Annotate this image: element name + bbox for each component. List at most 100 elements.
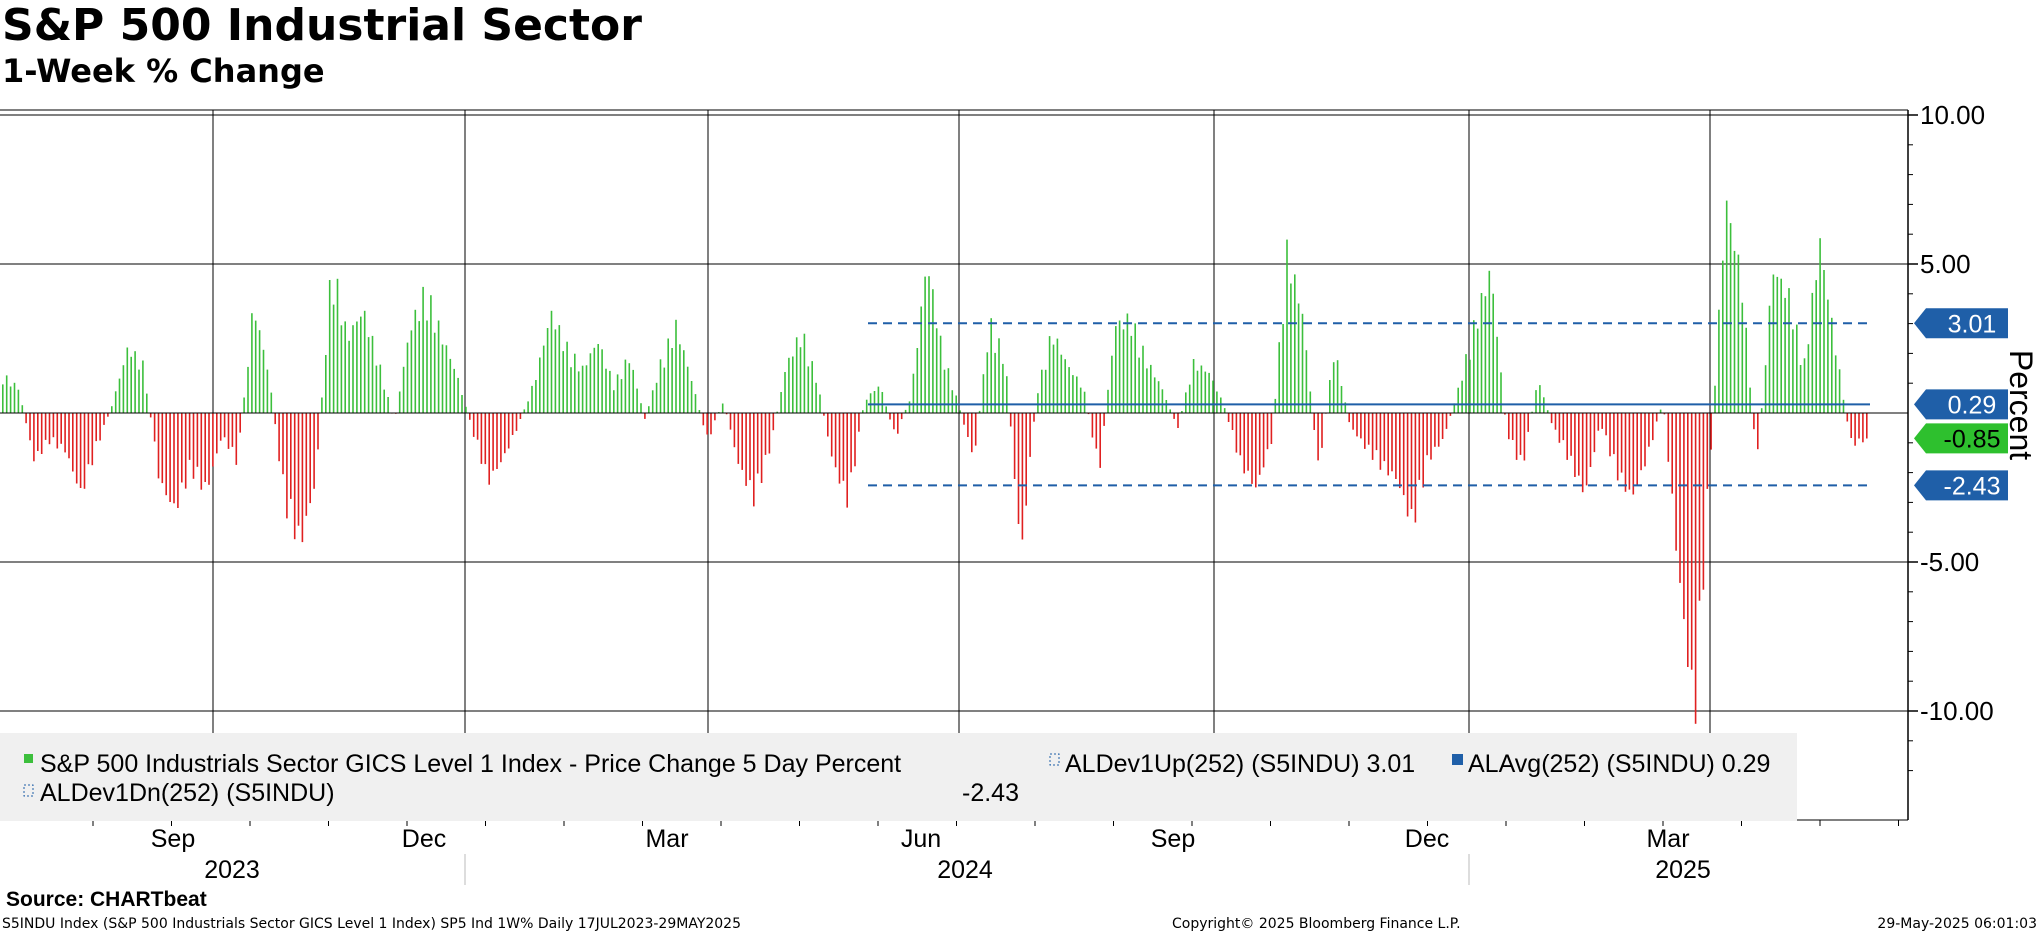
bar bbox=[266, 369, 269, 413]
legend-avg-swatch bbox=[1452, 754, 1463, 765]
bar bbox=[1714, 385, 1716, 413]
bar bbox=[1480, 293, 1483, 413]
bar bbox=[1033, 413, 1035, 422]
bar bbox=[336, 278, 339, 413]
bar bbox=[1827, 299, 1829, 413]
bar bbox=[1076, 376, 1078, 413]
bar bbox=[344, 321, 346, 413]
bar bbox=[251, 313, 253, 413]
bar bbox=[593, 347, 596, 413]
bar bbox=[1511, 413, 1514, 440]
bar bbox=[492, 413, 494, 471]
bar bbox=[1862, 413, 1864, 443]
x-year-label: 2025 bbox=[1655, 856, 1711, 884]
bar bbox=[507, 413, 510, 449]
bar bbox=[1819, 238, 1821, 413]
bar bbox=[1834, 355, 1837, 413]
bar bbox=[885, 406, 887, 413]
bar bbox=[363, 310, 366, 413]
bar bbox=[858, 413, 860, 432]
bar bbox=[667, 338, 669, 413]
bar bbox=[1605, 413, 1607, 436]
bar bbox=[710, 413, 712, 435]
bar bbox=[585, 365, 588, 413]
bar bbox=[900, 413, 903, 420]
bar bbox=[1687, 413, 1689, 667]
bar bbox=[1099, 413, 1101, 468]
bar bbox=[83, 413, 86, 489]
bar bbox=[1504, 413, 1506, 415]
bar bbox=[79, 413, 82, 488]
y-tick-label: -10.00 bbox=[1920, 696, 1994, 726]
bar bbox=[348, 340, 350, 413]
bar bbox=[1056, 338, 1059, 413]
bar bbox=[1815, 280, 1817, 413]
bar bbox=[476, 413, 479, 440]
bar bbox=[375, 365, 378, 413]
bar bbox=[1150, 364, 1152, 413]
y-tick-label: 5.00 bbox=[1920, 249, 1971, 279]
bar bbox=[1667, 413, 1670, 462]
bar bbox=[1297, 303, 1300, 413]
bar bbox=[118, 378, 121, 413]
last-value-tag-text: -0.85 bbox=[1944, 425, 2001, 453]
bar bbox=[1683, 413, 1685, 620]
bar bbox=[511, 413, 514, 435]
bar bbox=[686, 366, 689, 413]
bar bbox=[1157, 381, 1160, 413]
bar bbox=[1527, 413, 1529, 432]
bar bbox=[1255, 413, 1257, 488]
bar bbox=[1558, 413, 1561, 443]
bar bbox=[1274, 398, 1277, 413]
bar bbox=[1142, 345, 1144, 413]
bar bbox=[317, 413, 319, 450]
bar bbox=[1799, 365, 1802, 413]
reference-lines-layer bbox=[0, 322, 1908, 487]
bar bbox=[1441, 413, 1444, 439]
bar bbox=[1367, 413, 1370, 445]
bar bbox=[947, 368, 950, 413]
bar bbox=[1037, 393, 1039, 413]
bar bbox=[1223, 408, 1226, 413]
bar bbox=[297, 413, 300, 526]
bar bbox=[651, 390, 654, 413]
bar bbox=[1473, 320, 1475, 413]
bar bbox=[644, 413, 646, 419]
bar bbox=[356, 321, 358, 413]
bar bbox=[1134, 323, 1136, 413]
bar bbox=[371, 335, 374, 413]
bar bbox=[795, 337, 798, 413]
bar bbox=[37, 413, 39, 451]
bar bbox=[449, 358, 452, 413]
bar bbox=[472, 413, 475, 437]
bar bbox=[1379, 413, 1382, 470]
timestamp: 29-May-2025 06:01:03 bbox=[1877, 916, 2037, 932]
bar bbox=[531, 385, 533, 413]
axis-layer: 10.00 5.00 -5.00 -10.00 Percent Sep Dec Mar Jun S… bbox=[0, 100, 2039, 885]
bar bbox=[1519, 413, 1522, 455]
bar bbox=[714, 413, 716, 421]
bar bbox=[457, 377, 459, 413]
bar bbox=[1488, 270, 1491, 413]
bar bbox=[325, 355, 327, 413]
bar bbox=[422, 286, 424, 413]
bar bbox=[223, 413, 226, 438]
bar bbox=[1301, 313, 1304, 413]
bar bbox=[515, 413, 518, 431]
bar bbox=[776, 411, 778, 413]
bar bbox=[1648, 413, 1650, 447]
bar bbox=[1581, 413, 1584, 493]
bar bbox=[1321, 413, 1323, 448]
bar bbox=[1009, 413, 1012, 427]
bar bbox=[1290, 283, 1292, 413]
bar bbox=[854, 413, 856, 467]
bar bbox=[877, 386, 880, 413]
bar bbox=[1118, 320, 1121, 413]
bar bbox=[1655, 413, 1658, 422]
bar bbox=[749, 413, 751, 481]
bar bbox=[807, 366, 810, 413]
bar bbox=[706, 413, 708, 435]
bar bbox=[1437, 413, 1440, 447]
bar bbox=[655, 382, 658, 413]
